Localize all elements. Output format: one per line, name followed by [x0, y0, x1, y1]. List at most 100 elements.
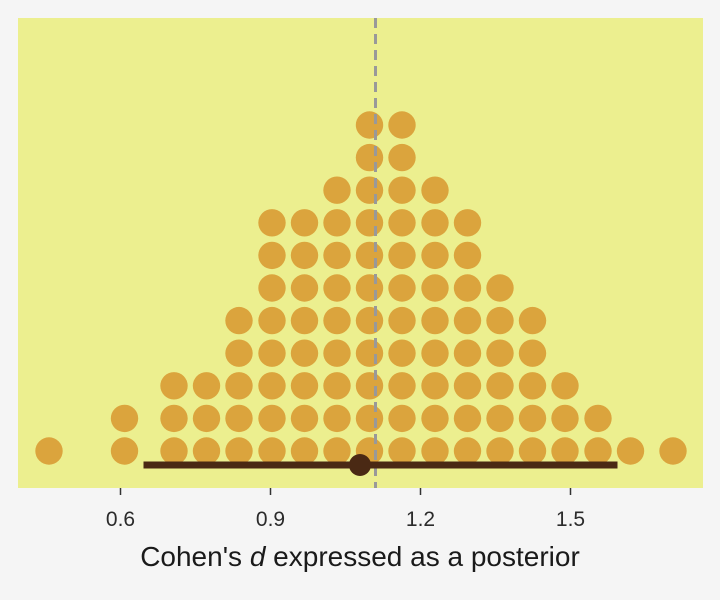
posterior-dot	[355, 111, 384, 139]
posterior-dot	[518, 404, 547, 433]
posterior-dot	[290, 437, 319, 465]
point-estimate-marker	[349, 454, 371, 476]
posterior-dot	[110, 437, 139, 465]
posterior-dot	[355, 274, 384, 302]
posterior-dot	[421, 404, 449, 433]
posterior-dot	[388, 339, 416, 367]
posterior-dot	[453, 306, 482, 335]
posterior-dot	[35, 437, 63, 465]
posterior-dot	[323, 274, 351, 302]
posterior-dot	[258, 339, 286, 367]
posterior-dot	[225, 372, 253, 400]
posterior-dot	[258, 274, 286, 302]
x-axis-title-italic: d	[250, 541, 267, 572]
posterior-dot	[421, 209, 449, 237]
posterior-dot	[551, 404, 579, 433]
posterior-dot	[388, 437, 416, 465]
posterior-dot	[486, 339, 514, 367]
posterior-dot	[225, 339, 253, 367]
x-axis-title-start: Cohen's	[140, 541, 250, 572]
posterior-dot	[388, 404, 416, 433]
posterior-dot	[355, 339, 384, 367]
posterior-dot	[453, 339, 482, 367]
posterior-dot	[421, 372, 449, 400]
posterior-dot	[323, 176, 351, 204]
posterior-dot	[388, 111, 416, 139]
posterior-dot	[323, 241, 351, 270]
posterior-dot	[355, 306, 384, 335]
posterior-dot	[421, 437, 449, 465]
posterior-dot	[323, 209, 351, 237]
posterior-dot	[388, 209, 416, 237]
x-axis-ticks: 0.6 0.9 1.2 1.5	[106, 488, 585, 531]
posterior-dot	[290, 372, 319, 400]
posterior-dot	[453, 241, 482, 270]
posterior-dot	[290, 241, 319, 270]
posterior-dot	[453, 372, 482, 400]
posterior-dot	[323, 372, 351, 400]
x-tick-label: 0.9	[256, 508, 285, 531]
posterior-dot	[421, 241, 449, 270]
posterior-dot	[323, 339, 351, 367]
posterior-dot	[160, 404, 188, 433]
posterior-dot	[290, 274, 319, 302]
posterior-dot	[160, 372, 188, 400]
posterior-dot	[616, 437, 645, 465]
posterior-dot	[453, 437, 482, 465]
posterior-dot	[518, 372, 547, 400]
posterior-dot	[355, 372, 384, 400]
posterior-dot	[421, 176, 449, 204]
x-tick-label: 1.5	[556, 508, 585, 531]
posterior-dot	[486, 274, 514, 302]
posterior-dot	[659, 437, 687, 465]
posterior-dot	[323, 437, 351, 465]
posterior-dot	[486, 306, 514, 335]
posterior-dot	[192, 437, 221, 465]
posterior-dot	[453, 404, 482, 433]
posterior-dot	[388, 241, 416, 270]
posterior-dot	[355, 143, 384, 172]
posterior-dot	[453, 274, 482, 302]
posterior-dot	[518, 437, 547, 465]
posterior-dot	[453, 209, 482, 237]
posterior-dot	[551, 437, 579, 465]
posterior-dot	[421, 274, 449, 302]
posterior-dot	[258, 404, 286, 433]
posterior-dot	[290, 339, 319, 367]
posterior-dot	[551, 372, 579, 400]
posterior-dot	[323, 306, 351, 335]
x-axis-title: Cohen's d expressed as a posterior	[140, 541, 580, 572]
x-axis-title-end: expressed as a posterior	[265, 541, 579, 572]
posterior-dot	[225, 306, 253, 335]
posterior-dot	[258, 372, 286, 400]
x-tick-label: 0.6	[106, 508, 135, 531]
posterior-dot	[584, 404, 612, 433]
posterior-dot	[486, 404, 514, 433]
x-tick-label: 1.2	[406, 508, 435, 531]
posterior-dot	[258, 209, 286, 237]
posterior-dot	[160, 437, 188, 465]
posterior-dot	[518, 339, 547, 367]
posterior-dot	[258, 241, 286, 270]
posterior-dot	[225, 437, 253, 465]
posterior-dot	[388, 306, 416, 335]
posterior-dot	[486, 437, 514, 465]
posterior-dot	[225, 404, 253, 433]
posterior-dot	[355, 209, 384, 237]
posterior-dot	[421, 306, 449, 335]
posterior-dot	[355, 241, 384, 270]
posterior-dot	[421, 339, 449, 367]
posterior-dot	[290, 209, 319, 237]
posterior-dot	[355, 404, 384, 433]
posterior-dot	[290, 306, 319, 335]
posterior-dot	[388, 274, 416, 302]
posterior-dot	[192, 404, 221, 433]
posterior-dot	[355, 176, 384, 204]
posterior-dot	[518, 306, 547, 335]
posterior-dot	[258, 437, 286, 465]
posterior-dot	[486, 372, 514, 400]
posterior-dot	[388, 372, 416, 400]
posterior-dot	[110, 404, 139, 433]
posterior-dot	[290, 404, 319, 433]
